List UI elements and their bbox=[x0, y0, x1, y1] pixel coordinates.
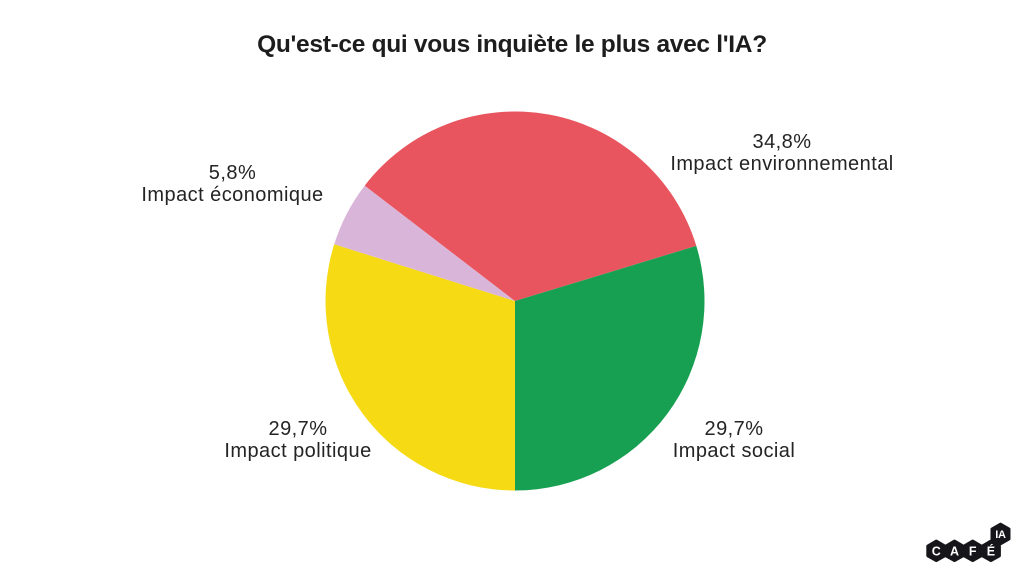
svg-text:É: É bbox=[987, 543, 995, 558]
svg-text:A: A bbox=[950, 544, 959, 558]
svg-text:IA: IA bbox=[995, 529, 1006, 541]
svg-text:F: F bbox=[969, 544, 977, 558]
svg-text:C: C bbox=[932, 544, 941, 558]
